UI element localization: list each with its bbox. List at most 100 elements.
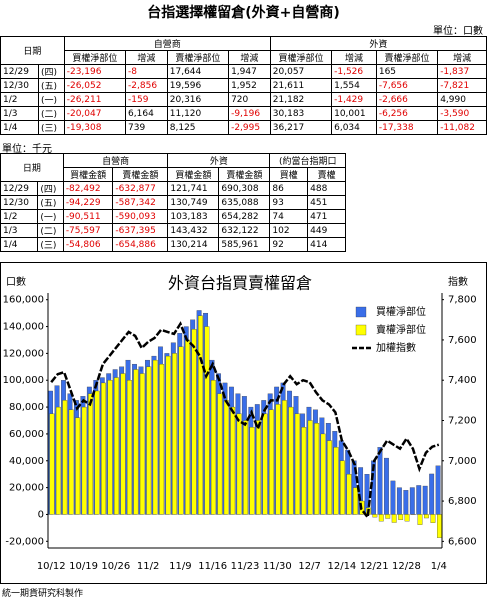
y2-tick-label: 6,800 — [448, 496, 477, 507]
bar — [107, 380, 113, 515]
bar — [256, 420, 261, 515]
bar — [75, 417, 81, 515]
row: 12/29 (四) -23,196 -8 17,644 1,947 20,057 -1,526… — [0, 64, 487, 79]
date-cell: 12/30 — [0, 195, 39, 210]
chart-title: 外資台指買賣權留倉 — [168, 274, 312, 293]
cell: -2,666 — [375, 92, 439, 107]
cell: -590,093 — [112, 209, 169, 224]
cell: -7,656 — [375, 78, 439, 93]
cell: -6,256 — [375, 106, 439, 121]
cell: 130,749 — [167, 195, 220, 210]
header-cell: 買權淨部位 — [269, 50, 333, 65]
cell: -587,342 — [112, 195, 169, 210]
cell: 654,282 — [218, 209, 271, 224]
table: 日期 自營商 外資 (約當台指期口 買權金額 賣權金額 買權金額 賣權金額 買權 賣權 12/29(… — [0, 153, 346, 252]
cell: 4,990 — [437, 92, 487, 107]
x-tick-label: 12/21 — [360, 561, 389, 572]
bar — [165, 355, 171, 515]
cell: -90,511 — [62, 209, 114, 224]
cell: 10,001 — [331, 106, 377, 121]
bar — [62, 400, 68, 515]
row: 1/2 (一) -90,511 -590,093 103,183 654,282 74 471 — [0, 209, 346, 224]
bar — [416, 485, 422, 515]
cell: 21,182 — [269, 92, 333, 107]
bar — [409, 487, 415, 515]
day-cell: (五) — [37, 78, 65, 93]
x-tick-label: 11/9 — [169, 561, 191, 572]
bar — [191, 329, 197, 515]
day-cell: (一) — [37, 92, 65, 107]
day-cell: (四) — [37, 181, 64, 196]
bar — [68, 409, 74, 515]
bar — [327, 440, 333, 515]
bar — [101, 382, 106, 515]
cell: -19,308 — [63, 120, 127, 135]
bar — [435, 465, 441, 515]
bar — [249, 427, 255, 515]
row: 1/3 (二) -20,047 6,164 11,120 -9,196 30,183 10,0… — [0, 106, 487, 121]
bar — [333, 447, 339, 515]
y2-tick-label: 7,000 — [448, 456, 477, 467]
bar — [172, 353, 178, 515]
chart: 外資台指買賣權留倉 口數 指數 -20,000 0 20,000 40,000 60,0… — [0, 262, 487, 584]
cell: -3,590 — [437, 106, 487, 121]
unit: 單位：千元 — [2, 144, 52, 155]
date-cell: 12/29 — [0, 64, 39, 79]
header-row: 日期 自營商 外資 (約當台指期口 — [0, 153, 346, 182]
header-cell: 賣權 — [307, 167, 346, 182]
header-cell: 賣權金額 — [112, 167, 169, 182]
bar — [377, 447, 383, 515]
bar — [403, 490, 409, 515]
row: 12/30 (五) -26,052 -2,856 19,596 1,952 21,611 1,… — [0, 78, 487, 93]
y2-tick-label: 7,600 — [448, 335, 477, 346]
cell: 19,596 — [166, 78, 230, 93]
day-cell: (四) — [37, 64, 65, 79]
header-cell: 增減 — [437, 50, 487, 65]
x-tick-label: 1/4 — [431, 561, 447, 572]
header-cell: 買權金額 — [167, 167, 220, 182]
day-cell: (五) — [37, 195, 64, 210]
bar — [307, 420, 313, 515]
bar — [262, 413, 268, 515]
date-cell: 1/4 — [0, 120, 39, 135]
header-cell: 日期 — [0, 153, 64, 182]
date-cell: 1/2 — [0, 92, 39, 107]
cell: 632,122 — [218, 223, 271, 238]
day-cell: (二) — [37, 106, 65, 121]
cell: -94,229 — [62, 195, 114, 210]
cell: 36,217 — [269, 120, 333, 135]
y2-tick-label: 7,800 — [448, 295, 477, 306]
bar — [126, 380, 132, 515]
bar — [437, 514, 442, 538]
header-cell: 賣權淨部位 — [375, 50, 439, 65]
header-cell: 增減 — [125, 50, 168, 65]
day-cell: (一) — [37, 209, 64, 224]
row: 1/2 (一) -26,211 -159 20,316 720 21,182 -1,429 -2… — [0, 92, 487, 107]
cell: 8,125 — [166, 120, 230, 135]
cell: 1,554 — [331, 78, 377, 93]
bar — [159, 363, 165, 515]
y-tick-label: 40,000 — [9, 456, 44, 467]
bar — [301, 427, 307, 515]
cell: -7,821 — [437, 78, 487, 93]
cell: 488 — [307, 181, 346, 196]
bar — [353, 487, 358, 515]
cell: -632,877 — [112, 181, 169, 196]
header-row: 日期 自營商 外資 — [0, 36, 487, 65]
x-tick-label: 11/2 — [137, 561, 159, 572]
cell: 102 — [269, 223, 309, 238]
y2-tick-label: 6,600 — [448, 536, 477, 547]
cell: 86 — [269, 181, 309, 196]
cell: -637,395 — [112, 223, 169, 238]
legend-label: 買權淨部位 — [376, 305, 426, 318]
cell: 6,164 — [125, 106, 168, 121]
bar — [114, 377, 119, 515]
cell: -11,082 — [437, 120, 487, 135]
y2-tick-label: 7,200 — [448, 416, 477, 427]
cell: -23,196 — [63, 64, 127, 79]
cell: 165 — [375, 64, 439, 79]
row: 12/29 (四) -82,492 -632,877 121,741 690,308 86 4… — [0, 181, 346, 196]
cell: 143,432 — [167, 223, 220, 238]
bar — [210, 380, 216, 515]
